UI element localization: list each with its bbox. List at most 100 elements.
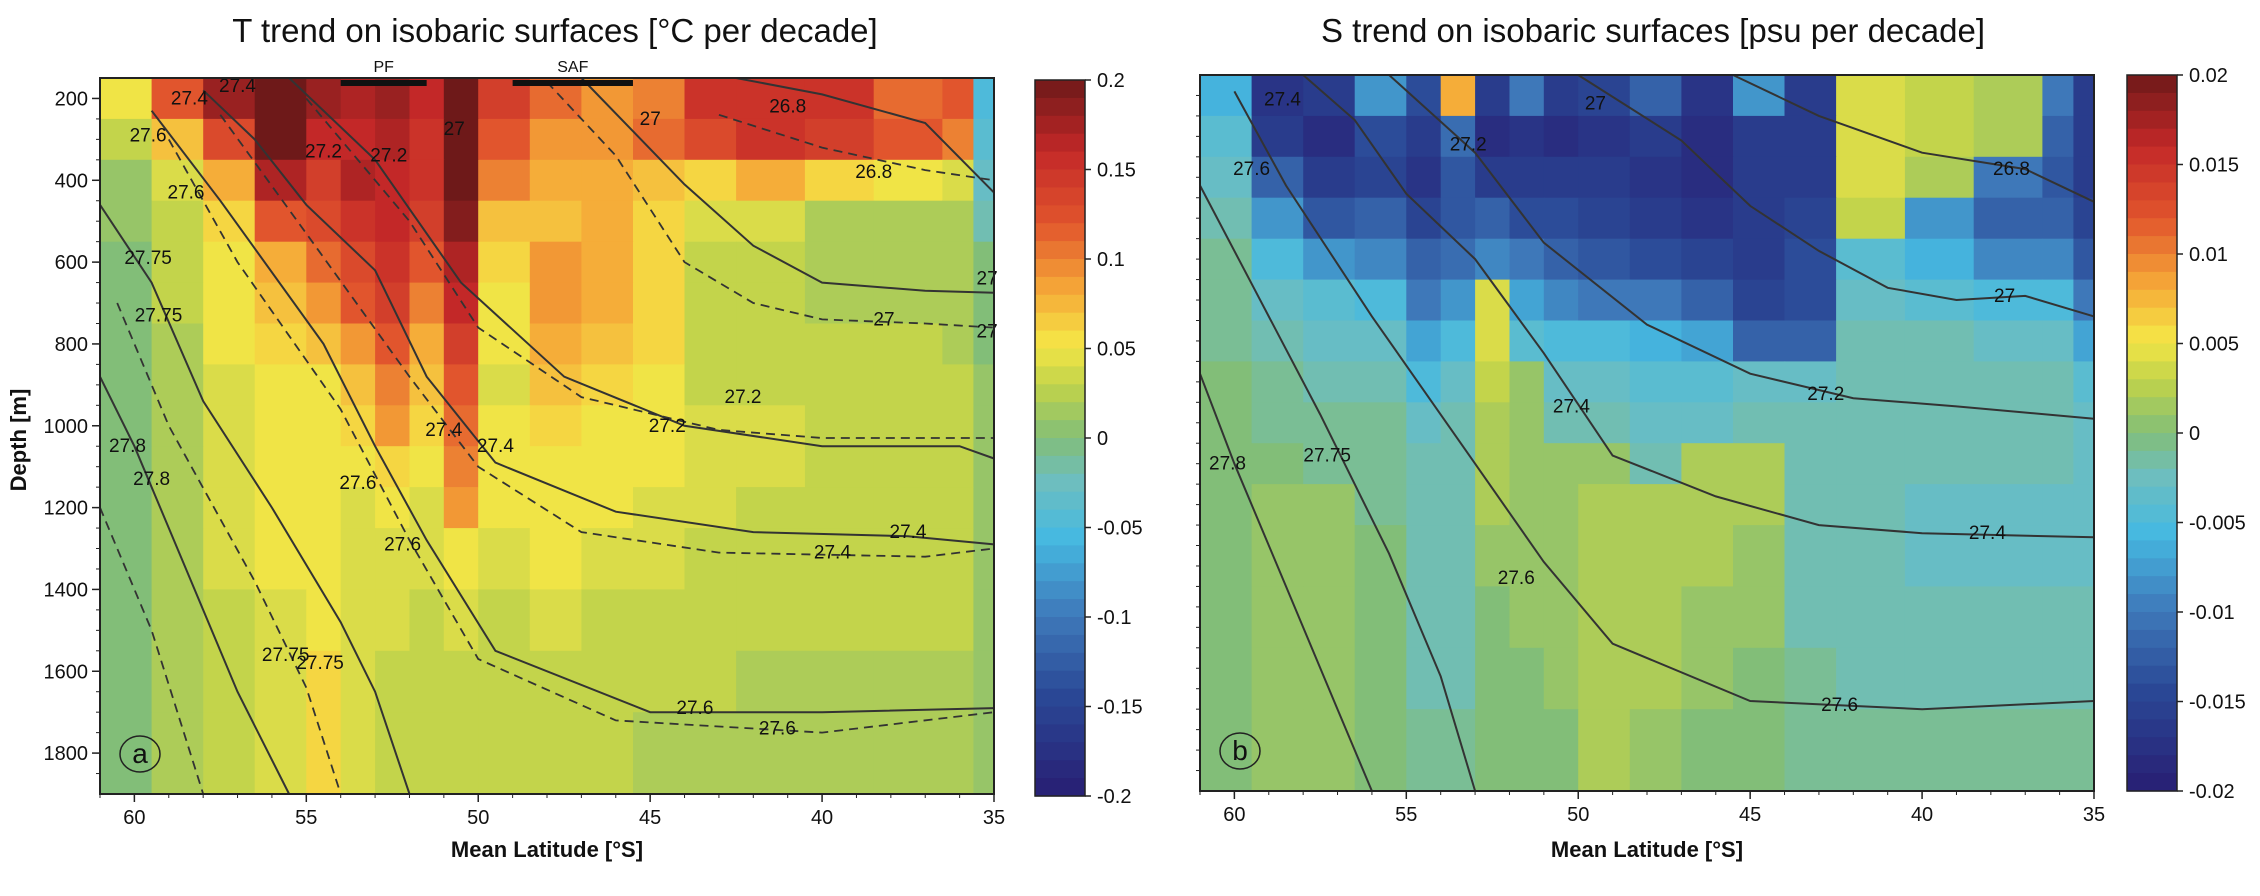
heatmap-cell xyxy=(1509,402,1545,444)
contour-label: 27.6 xyxy=(759,719,796,740)
heatmap-cell xyxy=(306,405,342,447)
panel-b-heatmap xyxy=(1200,75,2095,792)
heatmap-cell xyxy=(529,241,582,284)
heatmap-cell xyxy=(1578,525,1631,588)
heatmap-cell xyxy=(2042,709,2074,792)
heatmap-cell xyxy=(1681,402,1734,444)
heatmap-cell xyxy=(2073,402,2095,444)
heatmap-cell xyxy=(151,589,204,652)
heatmap-cell xyxy=(254,405,307,447)
heatmap-cell xyxy=(529,405,582,447)
heatmap-cell xyxy=(1973,484,2044,526)
heatmap-cell xyxy=(1733,402,1786,444)
heatmap-cell xyxy=(1578,320,1631,362)
heatmap-cell xyxy=(1354,361,1407,403)
heatmap-cell xyxy=(1904,484,1975,526)
heatmap-cell xyxy=(443,650,479,713)
heatmap-cell xyxy=(1836,156,1906,199)
heatmap-cell xyxy=(1543,525,1579,588)
heatmap-cell xyxy=(203,487,256,529)
heatmap-cell xyxy=(1509,75,1545,117)
x-tick-label: 40 xyxy=(1911,804,1933,826)
heatmap-cell xyxy=(100,200,153,243)
colorbar-tick-label: -0.01 xyxy=(2189,602,2235,624)
heatmap-cell xyxy=(203,589,256,652)
contour-line-dashed xyxy=(305,97,994,439)
heatmap-cell xyxy=(804,487,875,529)
heatmap-cell xyxy=(684,78,737,120)
panel-a-contour-labels: 27.427.427.627.627.2 27.227 2726.826.82727… xyxy=(109,76,998,739)
colorbar-segment xyxy=(1035,223,1085,242)
heatmap-cell xyxy=(1200,320,1253,362)
heatmap-cell xyxy=(443,528,479,591)
x-tick-label: 35 xyxy=(983,807,1005,829)
colorbar-tick-label: 0.05 xyxy=(1097,339,1136,361)
heatmap-cell xyxy=(633,446,686,488)
heatmap-cell xyxy=(2042,586,2074,649)
colorbar-segment xyxy=(1035,312,1085,332)
heatmap-cell xyxy=(340,364,376,406)
heatmap-cell xyxy=(478,528,531,591)
heatmap-cell xyxy=(151,241,204,284)
heatmap-cell xyxy=(375,200,411,243)
heatmap-cell xyxy=(1543,115,1579,158)
y-tick-label: 200 xyxy=(55,88,88,110)
heatmap-cell xyxy=(1973,75,2044,117)
heatmap-cell xyxy=(1440,197,1476,240)
colorbar-segment xyxy=(2127,558,2177,577)
heatmap-cell xyxy=(873,589,944,652)
contour-label: 27 xyxy=(444,119,465,140)
heatmap-cell xyxy=(1733,443,1786,485)
colorbar-segment xyxy=(2127,683,2177,703)
heatmap-cell xyxy=(1475,402,1511,444)
heatmap-cell xyxy=(254,650,307,713)
heatmap-cell xyxy=(1836,115,1906,158)
contour-line-solid xyxy=(1199,373,1373,792)
heatmap-cell xyxy=(1681,709,1734,792)
contour-label: 27.6 xyxy=(1233,159,1270,180)
heatmap-cell xyxy=(1200,525,1253,588)
heatmap-cell xyxy=(1303,197,1356,240)
heatmap-cell xyxy=(1629,279,1682,322)
heatmap-cell xyxy=(100,241,153,284)
contour-line-solid xyxy=(1388,74,2095,420)
heatmap-cell xyxy=(1303,709,1356,792)
heatmap-cell xyxy=(1543,156,1579,199)
heatmap-cell xyxy=(443,364,479,406)
colorbar-tick-label: -0.2 xyxy=(1097,786,1131,808)
heatmap-cell xyxy=(684,487,737,529)
contour-label: 27 xyxy=(977,322,998,343)
heatmap-cell xyxy=(1440,320,1476,362)
heatmap-cell xyxy=(375,405,411,447)
colorbar-segment xyxy=(1035,330,1085,350)
heatmap-cell xyxy=(1354,443,1407,485)
colorbar-segment xyxy=(2127,128,2177,148)
heatmap-cell xyxy=(942,405,974,447)
heatmap-cell xyxy=(1303,443,1356,485)
contour-line-dashed xyxy=(718,113,995,182)
heatmap-cell xyxy=(306,118,342,161)
heatmap-cell xyxy=(1904,586,1975,649)
heatmap-cell xyxy=(1629,115,1682,158)
heatmap-cell xyxy=(340,589,376,652)
colorbar-segment xyxy=(2127,146,2177,166)
heatmap-cell xyxy=(1509,586,1545,649)
colorbar-segment xyxy=(1035,509,1085,529)
contour-label: 27.8 xyxy=(1209,454,1246,475)
heatmap-cell xyxy=(2042,484,2074,526)
colorbar-segment xyxy=(1035,133,1085,153)
heatmap-cell xyxy=(581,446,634,488)
heatmap-cell xyxy=(529,487,582,529)
colorbar-segment xyxy=(1035,241,1085,260)
contour-label: 27.75 xyxy=(262,645,310,666)
heatmap-cell xyxy=(973,323,995,365)
heatmap-cell xyxy=(1733,197,1786,240)
heatmap-cell xyxy=(581,200,634,243)
heatmap-cell xyxy=(736,528,806,591)
heatmap-cell xyxy=(1629,320,1682,362)
heatmap-cell xyxy=(633,712,686,795)
colorbar-segment xyxy=(1035,151,1085,171)
panel-a-colorbar: -0.2 -0.15 -0.1 -0.05 0 0.05 0.1 0.15 0.2 xyxy=(1034,70,1143,808)
colorbar-segment xyxy=(2127,254,2177,273)
heatmap-cell xyxy=(203,282,256,325)
